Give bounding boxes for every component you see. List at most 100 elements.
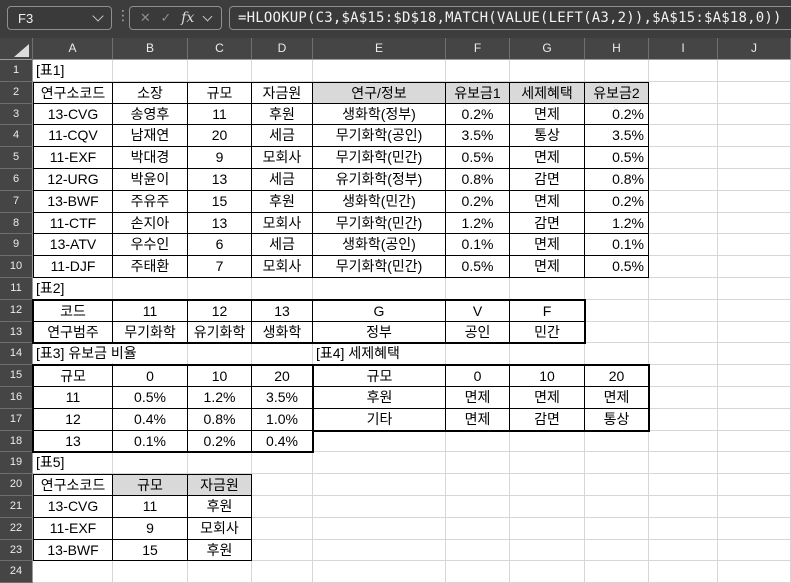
cell-E10[interactable]: 무기화학(민간)	[313, 256, 446, 278]
cell-J24[interactable]	[718, 561, 791, 583]
cell-E20[interactable]	[313, 474, 446, 496]
cell-D18[interactable]: 0.4%	[252, 430, 313, 453]
cell-H11[interactable]	[585, 277, 649, 300]
cell-A17[interactable]: 12	[33, 408, 113, 431]
cell-I16[interactable]	[649, 386, 718, 409]
formula-input[interactable]: =HLOOKUP(C3,$A$15:$D$18,MATCH(VALUE(LEFT…	[229, 6, 791, 30]
cell-E22[interactable]	[313, 517, 446, 540]
cell-H12[interactable]	[585, 299, 649, 322]
cell-J10[interactable]	[718, 256, 791, 278]
row-header-7[interactable]: 7	[0, 190, 33, 213]
chevron-down-icon[interactable]	[202, 11, 213, 22]
cell-I17[interactable]	[649, 408, 718, 431]
cell-E19[interactable]	[313, 452, 446, 475]
cell-D5[interactable]: 모회사	[252, 147, 313, 169]
cell-F12[interactable]: V	[446, 299, 510, 322]
cell-I11[interactable]	[649, 277, 718, 300]
cell-B8[interactable]: 손지아	[113, 212, 188, 235]
cell-E6[interactable]: 유기화학(정부)	[313, 168, 446, 191]
cell-C7[interactable]: 15	[188, 190, 252, 213]
cell-E5[interactable]: 무기화학(민간)	[313, 147, 446, 169]
cell-B24[interactable]	[113, 561, 188, 583]
row-header-9[interactable]: 9	[0, 234, 33, 257]
cell-I15[interactable]	[649, 365, 718, 387]
cell-F5[interactable]: 0.5%	[446, 147, 510, 169]
cell-H24[interactable]	[585, 561, 649, 583]
cell-G3[interactable]: 면제	[510, 103, 585, 126]
cell-I23[interactable]	[649, 539, 718, 562]
cell-J7[interactable]	[718, 190, 791, 213]
column-header-H[interactable]: H	[585, 38, 649, 59]
cell-I14[interactable]	[649, 343, 718, 366]
cell-C19[interactable]	[188, 452, 252, 475]
row-header-19[interactable]: 19	[0, 452, 33, 475]
cell-D7[interactable]: 후원	[252, 190, 313, 213]
cell-C5[interactable]: 9	[188, 147, 252, 169]
cell-F3[interactable]: 0.2%	[446, 103, 510, 126]
cell-A14[interactable]: [표3] 유보금 비율	[33, 343, 142, 366]
cell-B10[interactable]: 주태환	[113, 256, 188, 278]
cell-D14[interactable]	[252, 343, 313, 366]
cell-D21[interactable]	[252, 495, 313, 518]
cancel-icon[interactable]: ✕	[139, 10, 151, 25]
cell-I19[interactable]	[649, 452, 718, 475]
row-header-8[interactable]: 8	[0, 212, 33, 235]
cell-B21[interactable]: 11	[113, 495, 188, 518]
cell-E24[interactable]	[313, 561, 446, 583]
cell-A18[interactable]: 13	[33, 430, 113, 453]
cell-F15[interactable]: 0	[446, 365, 510, 387]
cell-J18[interactable]	[718, 430, 791, 453]
cell-J6[interactable]	[718, 168, 791, 191]
row-header-10[interactable]: 10	[0, 256, 33, 278]
cell-H13[interactable]	[585, 321, 649, 344]
cell-B23[interactable]: 15	[113, 539, 188, 562]
chevron-down-icon[interactable]	[92, 10, 104, 22]
cell-B5[interactable]: 박대경	[113, 147, 188, 169]
cell-A21[interactable]: 13-CVG	[33, 495, 113, 518]
cell-B2[interactable]: 소장	[113, 81, 188, 104]
cell-J19[interactable]	[718, 452, 791, 475]
cell-D20[interactable]	[252, 474, 313, 496]
cell-E23[interactable]	[313, 539, 446, 562]
cell-G14[interactable]	[510, 343, 585, 366]
enter-icon[interactable]: ✓	[160, 10, 172, 25]
cell-J1[interactable]	[718, 60, 791, 82]
row-header-22[interactable]: 22	[0, 517, 33, 540]
cell-A2[interactable]: 연구소코드	[33, 81, 113, 104]
cell-B7[interactable]: 주유주	[113, 190, 188, 213]
cell-B15[interactable]: 0	[113, 365, 188, 387]
cell-D17[interactable]: 1.0%	[252, 408, 313, 431]
cell-G17[interactable]: 감면	[510, 408, 585, 431]
cell-H20[interactable]	[585, 474, 649, 496]
cell-F11[interactable]	[446, 277, 510, 300]
cell-I24[interactable]	[649, 561, 718, 583]
cell-H6[interactable]: 0.8%	[585, 168, 649, 191]
cell-J9[interactable]	[718, 234, 791, 257]
cell-I5[interactable]	[649, 147, 718, 169]
cell-A23[interactable]: 13-BWF	[33, 539, 113, 562]
row-header-13[interactable]: 13	[0, 321, 33, 344]
cell-G1[interactable]	[510, 60, 585, 82]
cell-F18[interactable]	[446, 430, 510, 453]
cell-D9[interactable]: 세금	[252, 234, 313, 257]
cell-D6[interactable]: 세금	[252, 168, 313, 191]
cell-I21[interactable]	[649, 495, 718, 518]
column-header-G[interactable]: G	[510, 38, 585, 59]
cell-A1[interactable]: [표1]	[33, 60, 113, 82]
cell-B19[interactable]	[113, 452, 188, 475]
column-header-I[interactable]: I	[649, 38, 718, 59]
cell-H10[interactable]: 0.5%	[585, 256, 649, 278]
row-header-23[interactable]: 23	[0, 539, 33, 562]
cell-A16[interactable]: 11	[33, 386, 113, 409]
cell-D15[interactable]: 20	[252, 365, 313, 387]
cell-G22[interactable]	[510, 517, 585, 540]
cell-A19[interactable]: [표5]	[33, 452, 113, 475]
cell-I4[interactable]	[649, 125, 718, 148]
cell-E12[interactable]: G	[313, 299, 446, 322]
cell-E21[interactable]	[313, 495, 446, 518]
cell-C3[interactable]: 11	[188, 103, 252, 126]
cell-E8[interactable]: 무기화학(민간)	[313, 212, 446, 235]
cell-F21[interactable]	[446, 495, 510, 518]
cell-G8[interactable]: 감면	[510, 212, 585, 235]
cell-B1[interactable]	[113, 60, 188, 82]
